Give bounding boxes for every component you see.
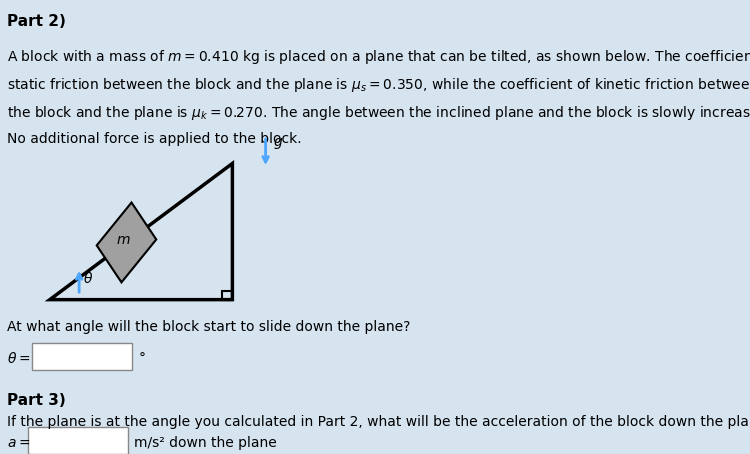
FancyBboxPatch shape — [28, 427, 128, 454]
Text: $m$: $m$ — [116, 233, 131, 247]
Polygon shape — [97, 202, 156, 282]
Text: At what angle will the block start to slide down the plane?: At what angle will the block start to sl… — [8, 320, 410, 334]
Text: static friction between the block and the plane is $\mu_s = 0.350$, while the co: static friction between the block and th… — [8, 76, 750, 94]
Text: $\theta =$: $\theta =$ — [8, 351, 31, 366]
Text: $\theta$: $\theta$ — [83, 271, 93, 286]
Text: $a =$: $a =$ — [8, 436, 31, 449]
Text: Part 3): Part 3) — [8, 393, 66, 408]
Text: A block with a mass of $m = 0.410$ kg is placed on a plane that can be tilted, a: A block with a mass of $m = 0.410$ kg is… — [8, 48, 750, 66]
FancyBboxPatch shape — [32, 343, 132, 370]
Text: If the plane is at the angle you calculated in Part 2, what will be the accelera: If the plane is at the angle you calcula… — [8, 415, 750, 429]
Text: $g$: $g$ — [273, 136, 283, 151]
Text: °: ° — [138, 352, 146, 365]
Text: m/s² down the plane: m/s² down the plane — [134, 436, 278, 449]
Text: No additional force is applied to the block.: No additional force is applied to the bl… — [8, 132, 302, 146]
Text: the block and the plane is $\mu_k = 0.270$. The angle between the inclined plane: the block and the plane is $\mu_k = 0.27… — [8, 104, 750, 122]
Text: Part 2): Part 2) — [8, 14, 66, 29]
